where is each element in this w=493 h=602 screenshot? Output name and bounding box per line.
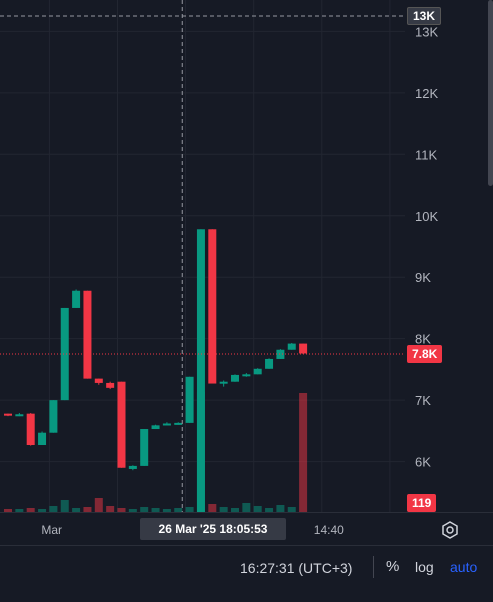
candlestick-chart[interactable]: 13K 12K 11K 10K 9K 8K 7K 6K <box>0 0 493 512</box>
candle-body <box>208 229 217 384</box>
candle-body <box>162 423 171 426</box>
settings-gear-icon[interactable] <box>440 520 460 540</box>
volume-bar <box>106 506 115 512</box>
log-scale-button[interactable]: log <box>415 559 434 575</box>
volume-bar <box>117 508 126 512</box>
candle-body <box>253 368 262 375</box>
volume-bar <box>299 393 308 512</box>
volume-bar <box>38 509 47 512</box>
candle-body <box>117 381 126 468</box>
volume-bar <box>174 508 183 512</box>
volume-bar <box>128 509 137 512</box>
candles <box>4 229 308 512</box>
candle-body <box>231 374 239 382</box>
chart-area[interactable]: 13K 12K 11K 10K 9K 8K 7K 6K 13K 7.8K 119 <box>0 0 493 512</box>
time-tick-label: 14:40 <box>313 523 344 537</box>
volume-bar <box>140 507 149 512</box>
candle-body <box>4 413 12 416</box>
candle-body <box>299 343 308 354</box>
price-tick-label: 6K <box>415 455 431 470</box>
price-tick-label: 12K <box>415 86 438 101</box>
candle-body <box>196 229 205 512</box>
price-tick-label: 13K <box>415 24 438 39</box>
volume-bar <box>265 508 274 512</box>
price-axis-ticks: 13K 12K 11K 10K 9K 8K 7K 6K <box>415 24 438 469</box>
candle-body <box>15 414 24 417</box>
candle-body <box>72 290 81 308</box>
volume-bar <box>208 504 217 512</box>
volume-bar <box>287 507 296 512</box>
timezone-clock[interactable]: 16:27:31 (UTC+3) <box>240 560 353 576</box>
candle-body <box>185 376 194 423</box>
volume-bar <box>231 508 239 512</box>
percent-scale-button[interactable]: % <box>386 558 400 575</box>
volume-bar <box>83 507 92 512</box>
candle-body <box>106 382 115 388</box>
candle-body <box>128 465 137 469</box>
price-scale-scroll-handle[interactable] <box>488 0 493 186</box>
candle-body <box>38 432 47 446</box>
candle-body <box>219 381 228 384</box>
candle-body <box>83 290 92 379</box>
crosshair-price-label: 13K <box>407 7 442 25</box>
candle-body <box>60 307 69 401</box>
price-tick-label: 7K <box>415 393 431 408</box>
volume-bar <box>94 498 103 512</box>
candle-body <box>265 358 274 369</box>
candle-body <box>49 400 58 433</box>
price-tick-label: 8K <box>415 332 431 347</box>
crosshair-time-label: 26 Mar '25 18:05:53 <box>140 518 286 540</box>
volume-bar <box>242 503 251 512</box>
toolbar-separator <box>373 556 374 578</box>
price-tick-label: 11K <box>415 147 437 162</box>
candle-body <box>287 343 296 350</box>
candle-body <box>151 425 160 430</box>
price-tick-label: 10K <box>415 209 438 224</box>
volume-value-label: 119 <box>407 494 437 512</box>
last-price-label: 7.8K <box>407 345 443 363</box>
volume-bar <box>276 505 285 512</box>
volume-bar <box>4 509 12 512</box>
candle-body <box>26 413 35 446</box>
crosshair-overlay <box>0 0 405 512</box>
auto-scale-button[interactable]: auto <box>450 559 478 575</box>
candle-body <box>140 429 149 466</box>
bottom-toolbar: 16:27:31 (UTC+3) % log auto <box>0 545 493 602</box>
volume-bar <box>162 509 171 512</box>
volume-bar <box>15 509 24 512</box>
time-tick-label: Mar <box>41 523 63 537</box>
volume-bar <box>151 508 160 512</box>
volume-bar <box>72 508 81 512</box>
candle-body <box>94 378 103 383</box>
volume-bar <box>185 507 194 512</box>
price-tick-label: 9K <box>415 270 431 285</box>
volume-bar <box>49 506 58 512</box>
candle-body <box>276 349 285 359</box>
candle-body <box>174 422 183 425</box>
volume-bar <box>253 506 262 512</box>
volume-bar <box>219 507 228 512</box>
candle-body <box>242 374 251 377</box>
volume-bar <box>60 500 69 512</box>
volume-bar <box>26 508 35 512</box>
